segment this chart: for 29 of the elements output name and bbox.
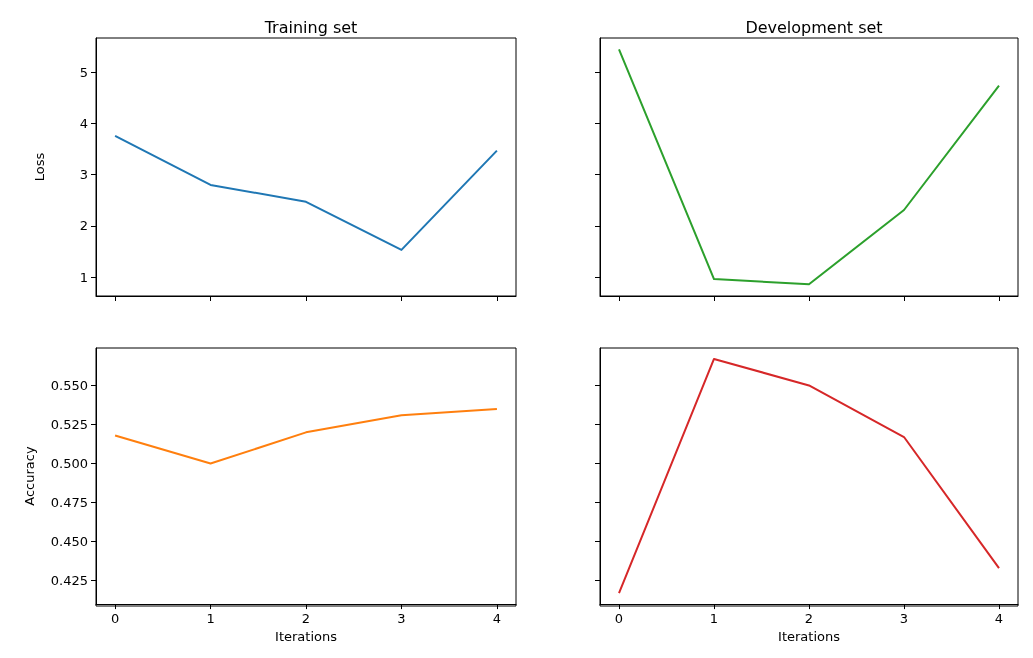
chart-title: Training set: [263, 17, 358, 37]
y-tick-label: 1: [79, 269, 88, 285]
y-tick-label: 3: [79, 167, 88, 183]
y-tick-label: 0.425: [50, 573, 88, 589]
y-tick-label: 2: [79, 218, 88, 234]
y-axis-title: Loss: [32, 152, 47, 182]
chart-title: Development set: [745, 17, 883, 37]
line-series: [114, 407, 498, 465]
x-tick-label: 3: [899, 611, 909, 627]
line-series: [114, 134, 498, 251]
y-axis-title: Accuracy: [22, 446, 37, 506]
y-tick-label: 4: [79, 115, 88, 131]
y-tick-label: 5: [79, 64, 88, 80]
y-tick-label: 0.550: [50, 377, 88, 393]
x-axis-title: Iterations: [778, 629, 841, 644]
x-tick-label: 4: [492, 611, 502, 627]
x-tick-label: 4: [994, 611, 1004, 627]
y-tick-label: 0.450: [50, 534, 88, 550]
x-tick-label: 0: [614, 611, 624, 627]
x-tick-label: 0: [110, 611, 120, 627]
x-tick-label: 1: [206, 611, 215, 627]
x-tick-label: 2: [301, 611, 311, 627]
x-tick-label: 1: [709, 611, 719, 627]
x-axis-title: Iterations: [275, 629, 338, 644]
x-tick-label: 3: [397, 611, 406, 627]
y-tick-label: 0.525: [50, 417, 88, 433]
y-tick-label: 0.475: [50, 495, 88, 511]
y-tick-label: 0.500: [50, 456, 88, 472]
x-tick-label: 2: [804, 611, 814, 627]
